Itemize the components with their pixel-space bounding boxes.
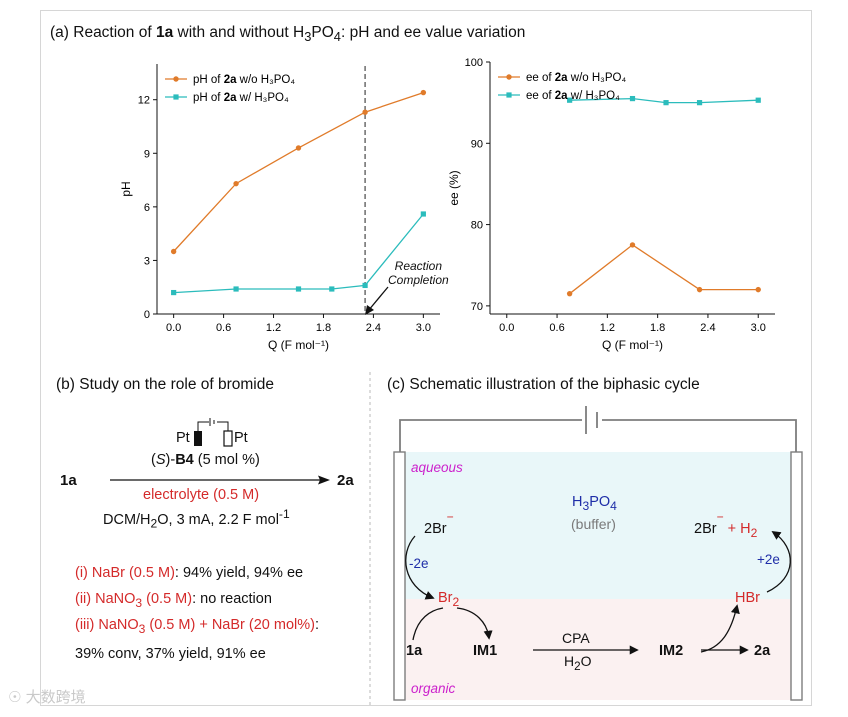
panel-a-title: (a) Reaction of 1a with and without H3PO…: [50, 24, 526, 45]
ph-x-tick-label: 1.2: [266, 322, 281, 334]
catalyst-label: (S)-B4 (5 mol %): [151, 452, 260, 468]
cycle-2a: 2a: [754, 643, 771, 659]
ph-series-1-line: [173, 213, 424, 294]
ph-series-0-line: [173, 91, 424, 252]
ee-series-1-point: [567, 97, 573, 103]
ph-legend-1-marker: [173, 94, 179, 100]
ph-series-0-point: [362, 109, 368, 115]
electrode-left-label: Pt: [176, 430, 190, 446]
ph-series-1-point: [420, 211, 426, 217]
aqueous-label: aqueous: [411, 460, 463, 475]
result-nabr: (i) NaBr (0.5 M): 94% yield, 94% ee: [75, 565, 304, 581]
ph-y-tick-label: 0: [144, 309, 150, 321]
ph-x-tick-label: 0.0: [166, 322, 181, 334]
ee-x-tick-label: 0.0: [499, 322, 514, 334]
completion-arrow-icon: [365, 286, 389, 315]
product-2a: 2a: [337, 472, 354, 489]
reaction-arrow-icon: [110, 475, 330, 485]
organic-label: organic: [411, 681, 456, 696]
ph-y-tick-label: 3: [144, 255, 150, 267]
ee-x-tick-label: 2.4: [700, 322, 715, 334]
ee-chart: 70 80 90 100 0.0 0.6 1.2 1.8 2.4 3.0 Q (F mol⁻¹) ee…: [447, 57, 775, 352]
plus-2e-label: +2e: [757, 552, 780, 567]
ee-legend-1-label: ee of 2a w/ H₃PO₄: [526, 90, 620, 102]
water-label: H2O: [564, 653, 592, 673]
ph-series-1-point: [171, 289, 177, 296]
ph-chart: 0 3 6 9 12 0.0 0.6 1.2 1.8 2.4 3.0 Q (F mol⁻¹) pH pH …: [119, 64, 440, 352]
ee-y-tick-label: 80: [471, 220, 483, 232]
reactant-1a: 1a: [60, 472, 77, 489]
cycle-arrows: [405, 530, 791, 655]
figure-frame: [40, 10, 812, 706]
ee-x-tick-label: 0.6: [549, 322, 564, 334]
bromide-right: 2Br− + H2: [694, 510, 758, 540]
hbr-label: HBr: [735, 590, 760, 606]
ph-series-0-point: [233, 180, 239, 187]
electrode-right-label: Pt: [234, 430, 248, 446]
im2-label: IM2: [659, 643, 684, 659]
ph-y-label: pH: [119, 181, 133, 196]
cpa-label: CPA: [562, 630, 590, 646]
electrodes-icon: [194, 418, 233, 447]
ph-x-tick-label: 0.6: [216, 322, 231, 334]
ee-legend-0-marker: [506, 74, 512, 80]
ph-y-tick-label: 12: [138, 95, 150, 107]
cycle-1a: 1a: [406, 643, 423, 659]
ee-series-1-point: [696, 100, 703, 106]
ee-x-label: Q (F mol⁻¹): [602, 338, 663, 352]
conditions-label: DCM/H2O, 3 mA, 2.2 F mol-1: [103, 507, 290, 531]
ph-series-1-point: [362, 282, 368, 289]
minus-2e-label: -2e: [409, 556, 429, 571]
ph-legend-0-marker: [173, 76, 179, 82]
ph-legend-1-label: pH of 2a w/ H₃PO₄: [193, 92, 289, 104]
ee-series-1-point: [663, 100, 669, 106]
ee-series-0-point: [755, 286, 761, 293]
ee-series-0-point: [696, 286, 703, 293]
im1-label: IM1: [473, 643, 498, 659]
ee-y-tick-label: 100: [465, 57, 483, 69]
bromine-label: Br2: [438, 590, 460, 609]
ee-x-tick-label: 3.0: [751, 322, 766, 334]
ph-series-0-point: [420, 89, 427, 96]
electrolyte-label: electrolyte (0.5 M): [143, 487, 260, 503]
ph-y-tick-label: 9: [144, 148, 150, 160]
ph-series-1-point: [295, 286, 302, 292]
reaction-completion-annotation: Reaction Completion: [388, 259, 449, 287]
ph-series-0-point: [295, 145, 302, 151]
ee-series-1-point: [629, 95, 636, 102]
ph-legend-0-label: pH of 2a w/o H₃PO₄: [193, 74, 295, 86]
ph-x-tick-label: 2.4: [366, 322, 381, 334]
aqueous-phase: [404, 452, 792, 599]
ph-y-tick-label: 6: [144, 202, 150, 214]
ee-legend-0-label: ee of 2a w/o H₃PO₄: [526, 72, 626, 84]
ph-x-tick-label: 1.8: [316, 322, 331, 334]
ph-series-1-point: [233, 286, 239, 292]
ph-x-tick-label: 3.0: [416, 322, 431, 334]
ee-series-0-point: [566, 290, 573, 297]
ee-series-0-point: [629, 242, 636, 248]
watermark: ☉ 大数跨境: [8, 689, 86, 706]
result-nano3-nabr: (iii) NaNO3 (0.5 M) + NaBr (20 mol%):: [75, 617, 320, 636]
ee-legend-1-marker: [506, 92, 512, 98]
ph-series-0-point: [170, 248, 177, 255]
ee-x-tick-label: 1.2: [600, 322, 615, 334]
ph-series-1-point: [329, 286, 335, 292]
result-conversion: 39% conv, 37% yield, 91% ee: [75, 646, 266, 662]
ee-series-1-point: [755, 97, 761, 103]
panel-divider: [369, 372, 371, 706]
ph-x-label: Q (F mol⁻¹): [268, 338, 329, 352]
panel-b-title: (b) Study on the role of bromide: [56, 376, 274, 393]
buffer-label: (buffer): [571, 516, 616, 532]
ee-series-0-line: [569, 244, 759, 295]
ee-y-tick-label: 90: [471, 138, 483, 150]
acid-label: H3PO4: [572, 494, 617, 513]
ee-x-tick-label: 1.8: [650, 322, 665, 334]
result-nano3: (ii) NaNO3 (0.5 M): no reaction: [75, 591, 272, 610]
ee-y-tick-label: 70: [471, 301, 483, 313]
cell-circuit: [393, 406, 803, 701]
ee-y-label: ee (%): [447, 170, 461, 205]
panel-c-title: (c) Schematic illustration of the biphas…: [387, 376, 700, 393]
bromide-left: 2Br−: [424, 510, 454, 537]
